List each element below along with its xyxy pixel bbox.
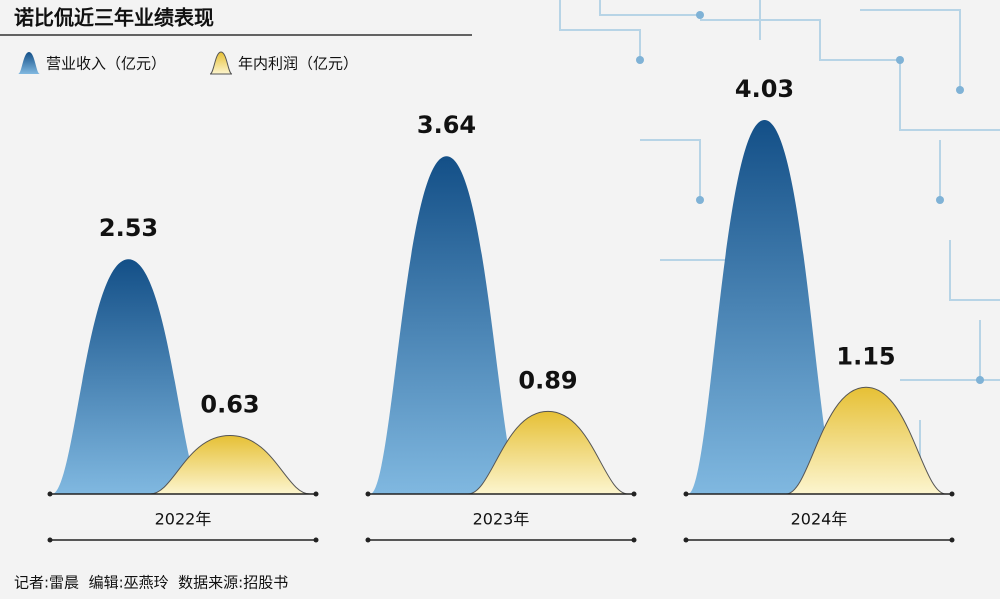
data-label: 4.03 [735, 75, 794, 103]
bell-bar [785, 386, 947, 495]
x-tick-label: 2022年 [155, 510, 212, 529]
bell-bar [149, 435, 311, 495]
x-tick-label: 2024年 [791, 510, 848, 529]
circuit-decoration [559, 0, 1000, 474]
axis-dot [47, 537, 53, 543]
axis-dot [47, 491, 53, 497]
bell-bar [688, 120, 841, 494]
footer: 记者:雷晨 编辑:巫燕玲 数据来源:招股书 [14, 574, 288, 592]
axis-dot [631, 491, 637, 497]
bell-bar [467, 410, 629, 495]
axis-dot [683, 491, 689, 497]
axis-dot [631, 537, 637, 543]
chart-title: 诺比侃近三年业绩表现 [14, 6, 214, 30]
legend-swatch [209, 51, 233, 75]
x-tick-label: 2023年 [473, 510, 530, 529]
bell-bar [370, 156, 523, 494]
data-label: 2.53 [99, 214, 158, 242]
data-label: 0.89 [518, 366, 577, 394]
axis-dot [365, 491, 371, 497]
axis-dot [683, 537, 689, 543]
axis-dot [313, 537, 319, 543]
axis-dot [949, 537, 955, 543]
axis-dot [313, 491, 319, 497]
legend-swatch [18, 52, 40, 74]
data-label: 3.64 [417, 111, 476, 139]
axis-dot [949, 491, 955, 497]
data-label: 1.15 [836, 342, 895, 370]
bell-bar [52, 259, 205, 494]
legend-label: 年内利润（亿元） [238, 55, 358, 73]
legend-label: 营业收入（亿元） [46, 55, 166, 73]
axis-dot [365, 537, 371, 543]
data-label: 0.63 [200, 391, 259, 419]
